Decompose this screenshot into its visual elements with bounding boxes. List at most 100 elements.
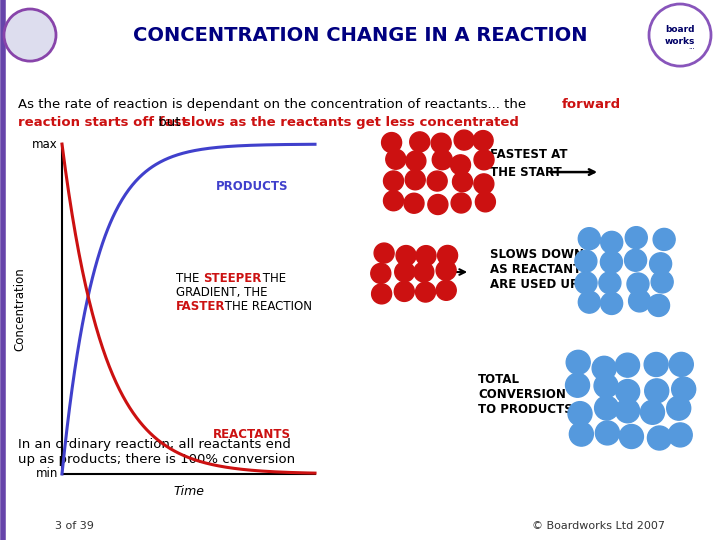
Circle shape: [406, 151, 426, 171]
Circle shape: [451, 155, 470, 175]
Circle shape: [452, 172, 472, 192]
Circle shape: [644, 353, 668, 376]
Text: but: but: [154, 116, 185, 129]
Circle shape: [386, 149, 406, 169]
Circle shape: [566, 350, 590, 374]
Text: PRODUCTS: PRODUCTS: [215, 180, 288, 193]
Text: REACTANTS: REACTANTS: [212, 428, 291, 441]
Circle shape: [382, 132, 402, 153]
Text: THE START: THE START: [490, 166, 562, 179]
Text: Time: Time: [173, 485, 204, 498]
Circle shape: [575, 250, 597, 272]
Text: reaction starts off fast: reaction starts off fast: [18, 116, 188, 129]
Circle shape: [428, 194, 448, 214]
Circle shape: [432, 150, 452, 170]
Circle shape: [4, 9, 56, 61]
Circle shape: [436, 280, 456, 300]
Text: slows as the reactants get less concentrated: slows as the reactants get less concentr…: [183, 116, 519, 129]
Circle shape: [415, 282, 436, 302]
Text: 3 of 39: 3 of 39: [55, 521, 94, 531]
Circle shape: [667, 396, 690, 420]
Circle shape: [595, 396, 618, 420]
Text: ARE USED UP: ARE USED UP: [490, 278, 579, 291]
Circle shape: [578, 228, 600, 249]
Circle shape: [395, 281, 414, 301]
Text: As the rate of reaction is dependant on the concentration of reactants... the: As the rate of reaction is dependant on …: [18, 98, 531, 111]
Circle shape: [410, 132, 430, 152]
Circle shape: [570, 422, 593, 446]
Circle shape: [641, 400, 665, 424]
Text: board: board: [665, 24, 695, 33]
Circle shape: [565, 373, 590, 397]
Text: TOTAL: TOTAL: [478, 374, 520, 387]
Text: In an ordinary reaction; all reactants end
up as products; there is 100% convers: In an ordinary reaction; all reactants e…: [18, 438, 295, 466]
Text: ...: ...: [688, 44, 696, 50]
Text: forward: forward: [562, 98, 621, 111]
Circle shape: [371, 264, 391, 284]
Text: STEEPER: STEEPER: [203, 272, 261, 285]
Circle shape: [616, 380, 639, 403]
Circle shape: [568, 402, 592, 426]
Circle shape: [405, 170, 426, 190]
Circle shape: [649, 253, 672, 275]
Circle shape: [384, 171, 403, 191]
Text: THE: THE: [259, 272, 286, 285]
Circle shape: [625, 227, 647, 248]
Circle shape: [438, 246, 458, 266]
Circle shape: [600, 251, 622, 273]
Text: min: min: [35, 468, 58, 481]
Text: AS REACTANTS: AS REACTANTS: [490, 262, 590, 275]
Circle shape: [616, 353, 639, 377]
Text: FASTEST AT: FASTEST AT: [490, 147, 567, 160]
Circle shape: [624, 249, 647, 271]
Circle shape: [427, 171, 447, 191]
Circle shape: [647, 294, 670, 316]
Circle shape: [592, 356, 616, 380]
Text: CONVERSION: CONVERSION: [478, 388, 566, 401]
Circle shape: [473, 131, 493, 151]
Circle shape: [668, 423, 692, 447]
Circle shape: [599, 272, 621, 294]
Text: THE REACTION: THE REACTION: [221, 300, 312, 313]
Circle shape: [414, 262, 434, 282]
Circle shape: [600, 231, 623, 253]
Circle shape: [627, 273, 649, 295]
Circle shape: [672, 377, 696, 401]
Text: Concentration: Concentration: [14, 267, 27, 351]
Text: SLOWS DOWN: SLOWS DOWN: [490, 247, 584, 260]
Circle shape: [647, 426, 672, 450]
Circle shape: [595, 421, 619, 445]
Circle shape: [651, 271, 673, 293]
Circle shape: [451, 193, 471, 213]
Circle shape: [594, 374, 618, 398]
Text: GRADIENT, THE: GRADIENT, THE: [176, 286, 267, 299]
Circle shape: [374, 243, 394, 263]
Circle shape: [616, 399, 639, 423]
Circle shape: [395, 262, 415, 282]
Circle shape: [454, 130, 474, 150]
Text: © Boardworks Ltd 2007: © Boardworks Ltd 2007: [532, 521, 665, 531]
Text: CONCENTRATION CHANGE IN A REACTION: CONCENTRATION CHANGE IN A REACTION: [132, 25, 588, 45]
Circle shape: [644, 379, 669, 403]
Circle shape: [396, 246, 416, 266]
Circle shape: [650, 5, 710, 65]
Circle shape: [600, 293, 623, 314]
Circle shape: [384, 191, 403, 211]
Text: works: works: [665, 37, 696, 45]
Text: max: max: [32, 138, 58, 151]
Circle shape: [474, 150, 494, 170]
Circle shape: [475, 192, 495, 212]
Text: FASTER: FASTER: [176, 300, 225, 313]
Text: THE: THE: [176, 272, 203, 285]
Circle shape: [372, 284, 392, 304]
Circle shape: [670, 353, 693, 376]
Circle shape: [619, 424, 644, 449]
Circle shape: [436, 260, 456, 280]
Circle shape: [474, 174, 494, 194]
Circle shape: [578, 291, 600, 313]
Text: TO PRODUCTS: TO PRODUCTS: [478, 403, 572, 416]
Circle shape: [653, 228, 675, 251]
Circle shape: [629, 290, 651, 312]
Circle shape: [404, 193, 424, 213]
Circle shape: [416, 246, 436, 266]
